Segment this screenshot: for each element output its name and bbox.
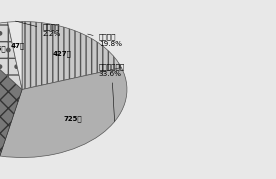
- Wedge shape: [0, 68, 127, 158]
- Text: 427件: 427件: [52, 50, 71, 57]
- Text: 策定中である
33.6%: 策定中である 33.6%: [99, 64, 125, 121]
- Wedge shape: [22, 21, 121, 90]
- Text: 策定した
19.8%: 策定した 19.8%: [88, 33, 122, 47]
- Text: 725件: 725件: [64, 116, 82, 122]
- Text: 回答なし
2.2%: 回答なし 2.2%: [15, 21, 61, 37]
- Text: 165件: 165件: [0, 45, 6, 52]
- Wedge shape: [0, 34, 22, 156]
- Wedge shape: [8, 21, 22, 90]
- Wedge shape: [0, 22, 22, 90]
- Text: 47件: 47件: [10, 42, 25, 49]
